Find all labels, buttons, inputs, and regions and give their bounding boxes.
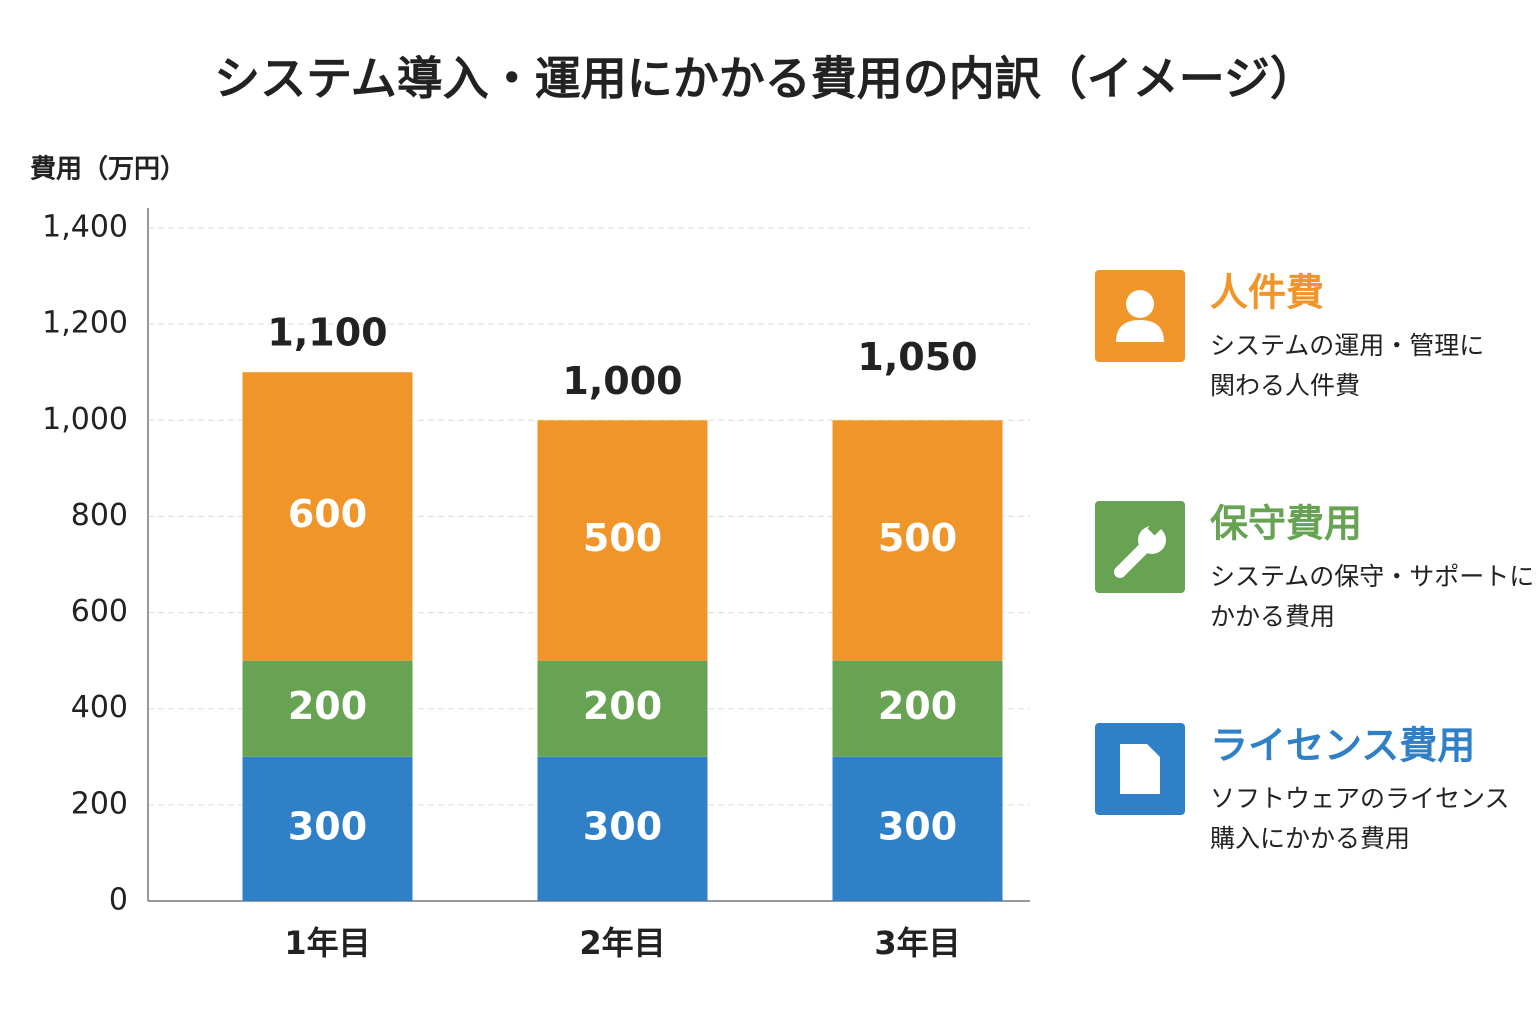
- legend-description: 関わる人件費: [1210, 371, 1360, 400]
- x-tick-label: 2年目: [579, 924, 665, 962]
- segment-label: 500: [878, 516, 957, 560]
- x-tick-label: 1年目: [284, 924, 370, 962]
- chart-title: システム導入・運用にかかる費用の内訳（イメージ）: [214, 52, 1316, 106]
- y-tick-label: 1,000: [42, 402, 128, 437]
- bar-segment: [242, 756, 413, 901]
- document-icon: [1120, 744, 1160, 794]
- wrench-icon-head: [1138, 526, 1166, 554]
- segment-label: 300: [288, 804, 367, 848]
- y-tick-label: 400: [71, 690, 128, 725]
- legend-description: かかる費用: [1210, 602, 1335, 631]
- legend-description: システムの保守・サポートに: [1210, 562, 1534, 591]
- segment-label: 200: [583, 684, 662, 728]
- bar-segment: [537, 756, 708, 901]
- legend-name: ライセンス費用: [1210, 724, 1475, 768]
- bar-segment: [242, 660, 413, 757]
- person-icon-body: [1116, 320, 1164, 342]
- wrench-icon-notch: [1147, 518, 1165, 536]
- y-tick-label: 1,200: [42, 306, 128, 341]
- bar-segment: [832, 420, 1003, 661]
- segment-label: 300: [878, 804, 957, 848]
- total-label: 1,000: [562, 359, 682, 403]
- legend-icons: [1095, 270, 1185, 815]
- segment-label: 200: [878, 684, 957, 728]
- bar-segment: [537, 660, 708, 757]
- legend-name: 人件費: [1210, 271, 1324, 315]
- y-tick-label: 0: [109, 883, 128, 918]
- total-label: 1,100: [267, 311, 387, 355]
- legend-name: 保守費用: [1210, 502, 1362, 546]
- legend-description: ソフトウェアのライセンス: [1210, 784, 1510, 813]
- person-icon-head: [1126, 290, 1154, 318]
- y-axis-label: 費用（万円）: [30, 155, 186, 185]
- wrench-icon-handle: [1114, 541, 1151, 578]
- x-tick-label: 3年目: [874, 924, 960, 962]
- bar-segment: [537, 420, 708, 661]
- legend-description: システムの運用・管理に: [1210, 331, 1484, 360]
- segment-label: 300: [583, 804, 662, 848]
- bar-segment: [832, 756, 1003, 901]
- segment-label: 600: [288, 492, 367, 536]
- y-tick-label: 1,400: [42, 210, 128, 245]
- bar-segment: [832, 660, 1003, 757]
- segment-label: 200: [288, 684, 367, 728]
- y-tick-label: 200: [71, 786, 128, 821]
- segment-label: 500: [583, 516, 662, 560]
- y-tick-label: 800: [71, 498, 128, 533]
- total-label: 1,050: [857, 335, 977, 379]
- y-tick-label: 600: [71, 594, 128, 629]
- bar-segment: [242, 372, 413, 661]
- legend-description: 購入にかかる費用: [1210, 824, 1410, 853]
